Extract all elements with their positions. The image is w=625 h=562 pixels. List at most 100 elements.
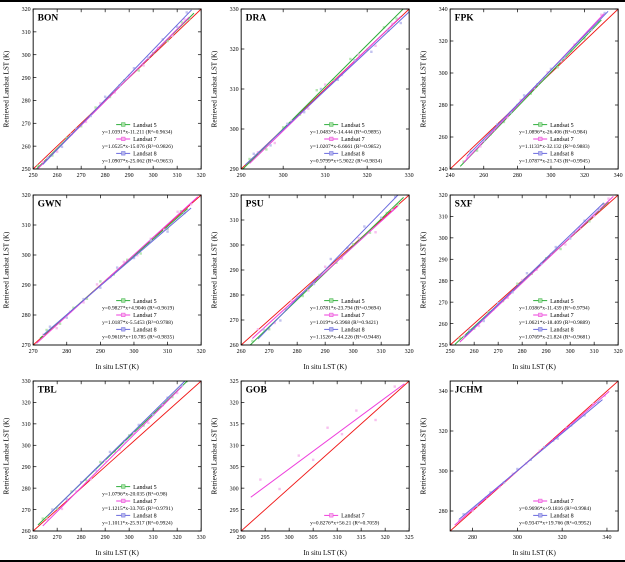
scatter-point — [395, 17, 399, 20]
scatter-point — [505, 116, 509, 119]
x-tick-label: 325 — [405, 535, 414, 541]
scatter-point — [82, 301, 85, 304]
scatter-point — [175, 25, 179, 29]
x-tick-label: 260 — [29, 535, 38, 541]
scatter-point — [126, 258, 129, 261]
y-tick-label: 280 — [438, 279, 447, 285]
scatter-point — [132, 256, 136, 260]
scatter-point — [383, 26, 386, 29]
scatter-point — [583, 37, 586, 40]
scatter-point — [180, 21, 184, 24]
panel-title: DRA — [246, 14, 267, 24]
scatter-point — [139, 252, 142, 255]
scatter-point — [273, 141, 277, 145]
x-axis-label: In situ LST (K) — [512, 363, 556, 371]
scatter-point — [163, 228, 166, 231]
x-tick-label: 280 — [77, 535, 86, 541]
axes-frame — [32, 194, 202, 346]
scatter-point — [46, 518, 49, 521]
y-axis-label: Retrieved Landsat LST (K) — [419, 417, 427, 494]
x-tick-label: 290 — [237, 173, 246, 179]
scatter-point — [118, 84, 121, 87]
scatter-point — [563, 243, 567, 246]
scatter-point — [297, 454, 301, 457]
legend-equation: y=1.019*x-6.3968 (R²=0.9421) — [310, 319, 378, 326]
y-tick-label: 305 — [230, 465, 239, 471]
legend-marker-square — [329, 151, 334, 156]
legend: Landsat 5y=1.0386*x-11.439 (R²=0.9794)La… — [519, 298, 590, 341]
scatter-point — [175, 391, 179, 395]
scatter-point — [51, 508, 54, 511]
y-axis-label: Retrieved Landsat LST (K) — [211, 231, 219, 308]
regression-line — [466, 10, 609, 157]
scatter-point — [332, 78, 336, 81]
y-tick-label: 300 — [22, 253, 31, 259]
scatter-point — [79, 480, 83, 484]
x-tick-label: 290 — [541, 349, 550, 355]
regression-line — [42, 207, 192, 336]
scatter-point — [285, 308, 288, 311]
scatter-point — [393, 385, 397, 388]
scatter-point — [457, 519, 460, 522]
legend-marker-square — [329, 122, 334, 127]
scatter-point — [346, 246, 350, 250]
scatter-point — [320, 87, 323, 91]
scatter-point — [85, 297, 89, 300]
legend-equation: y=1.0386*x-11.439 (R²=0.9794) — [519, 305, 590, 312]
scatter-point — [132, 67, 136, 70]
x-tick-label: 300 — [279, 173, 288, 179]
identity-line — [241, 381, 410, 531]
scatter-point — [597, 208, 600, 211]
legend-series-name: Landsat 8 — [550, 328, 574, 334]
legend: Landsat 7y=0.9696*x+9.1816 (R²=0.9984) La… — [519, 498, 591, 527]
y-tick-label: 320 — [230, 401, 239, 407]
scatter-point — [369, 231, 372, 234]
scatter-point — [539, 262, 543, 265]
x-tick-label: 320 — [613, 349, 622, 355]
legend-equation: y=0.9696*x+9.1816 (R²=0.9984) — [519, 505, 591, 512]
legend-equation: y=1.0781*x-23.794 (R²=0.9694) — [310, 305, 381, 312]
scatter-point — [48, 325, 52, 328]
axes-frame — [449, 8, 619, 170]
panel-tbl: 260 270 280 290 300 310 320 330 260 270 280 290 300 3… — [3, 379, 206, 557]
scatter-point — [41, 160, 44, 164]
regression-line — [42, 386, 183, 527]
legend-marker-square — [329, 513, 334, 518]
legend-series-name: Landsat 7 — [133, 499, 157, 505]
legend-series-name: Landsat 8 — [550, 514, 574, 520]
legend-marker-square — [121, 136, 126, 141]
scatter-point — [341, 432, 344, 436]
legend-series-name: Landsat 5 — [341, 123, 365, 129]
scatter-point — [149, 239, 152, 242]
legend-equation: y=1.1133*x-32.132 (R²=0.9883) — [519, 143, 590, 150]
panel-psu: 260 270 280 290 300 310 320 260 270 280 290 300 310 3… — [211, 193, 414, 371]
regression-line — [458, 399, 603, 520]
legend-marker-square — [537, 122, 542, 127]
x-tick-label: 300 — [285, 535, 294, 541]
scatter-point — [279, 319, 282, 322]
x-tick-label: 290 — [96, 349, 105, 355]
y-tick-label: 300 — [438, 469, 447, 475]
scatter-point — [113, 91, 116, 94]
identity-line — [33, 381, 202, 531]
scatter-point — [324, 265, 327, 268]
legend-equation: y=1.0796*x-20.035 (R²=0.98) — [102, 491, 167, 498]
y-tick-label: 295 — [230, 508, 239, 514]
legend-series-name: Landsat 8 — [341, 152, 365, 158]
y-tick-label: 320 — [230, 193, 239, 199]
scatter-point — [556, 66, 559, 69]
legend-series-name: Landsat 7 — [550, 499, 574, 505]
y-tick-label: 340 — [438, 389, 447, 395]
regression-line — [252, 205, 399, 339]
panel-bon: 250 260 270 280 290 300 310 320 250 260 270 280 290 3… — [3, 7, 206, 179]
scatter-point — [463, 334, 466, 337]
axes-frame — [32, 380, 202, 532]
legend-series-name: Landsat 5 — [133, 123, 157, 129]
y-tick-label: 300 — [230, 486, 239, 492]
scatter-point — [399, 21, 403, 25]
scatter-point — [542, 446, 546, 449]
scatter-point — [506, 296, 509, 300]
x-tick-label: 270 — [53, 535, 62, 541]
scatter-point — [147, 421, 150, 424]
